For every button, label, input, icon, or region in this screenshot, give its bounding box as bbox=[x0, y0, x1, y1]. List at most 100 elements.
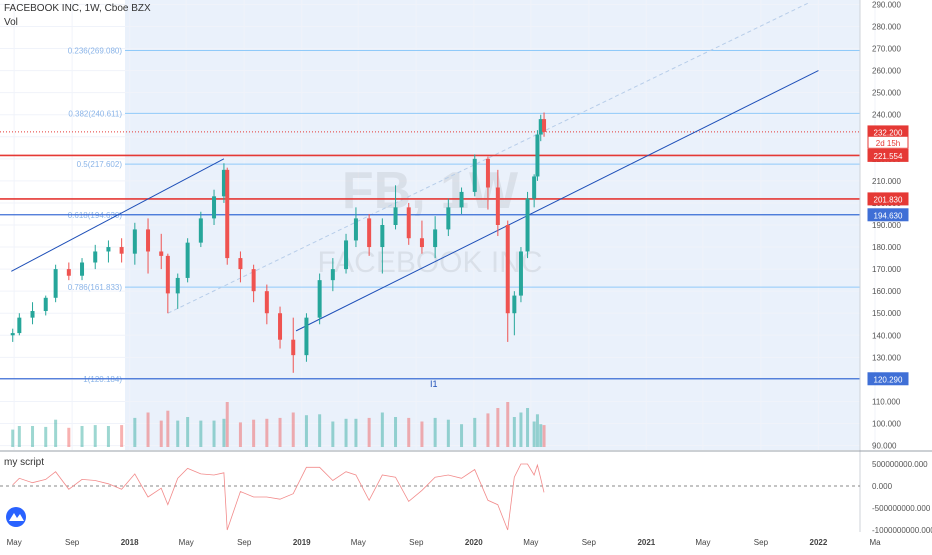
candle-body bbox=[330, 269, 335, 281]
y-tick-label: 240.000 bbox=[872, 111, 901, 120]
candle-body bbox=[43, 297, 48, 312]
indicator-tick-label: 500000000.000 bbox=[872, 460, 928, 469]
candle-body bbox=[495, 187, 500, 225]
fib-level-label: 1(120.184) bbox=[83, 375, 122, 384]
volume-bar bbox=[222, 418, 226, 447]
candle-body bbox=[159, 251, 164, 256]
y-tick-label: 270.000 bbox=[872, 45, 901, 54]
y-tick-label: 100.000 bbox=[872, 420, 901, 429]
candle-body bbox=[212, 196, 217, 219]
volume-bar bbox=[446, 419, 450, 447]
candle-body bbox=[93, 251, 98, 263]
y-tick-label: 90.000 bbox=[872, 442, 897, 451]
volume-bar bbox=[186, 417, 190, 447]
candle-body bbox=[225, 169, 230, 259]
volume-bar bbox=[54, 419, 58, 447]
candle-body bbox=[165, 255, 170, 294]
volume-bar bbox=[354, 418, 358, 447]
volume-bar bbox=[176, 420, 180, 447]
candle-body bbox=[505, 225, 510, 314]
volume-bar bbox=[291, 412, 295, 447]
y-tick-label: 110.000 bbox=[872, 397, 901, 406]
volume-bar bbox=[496, 408, 500, 447]
volume-bar bbox=[420, 421, 424, 447]
x-tick-label: 2020 bbox=[465, 538, 483, 547]
candle-body bbox=[80, 262, 85, 276]
volume-bar bbox=[106, 426, 110, 447]
x-tick-label: May bbox=[351, 538, 366, 547]
candle-body bbox=[53, 269, 58, 298]
y-tick-label: 260.000 bbox=[872, 67, 901, 76]
price-label-text: 201.830 bbox=[874, 195, 903, 204]
volume-bar bbox=[225, 402, 229, 447]
volume-bar bbox=[31, 426, 35, 447]
annotation-label[interactable]: I1 bbox=[430, 379, 438, 389]
candle-body bbox=[344, 240, 349, 270]
volume-bar bbox=[506, 402, 510, 447]
volume-bar bbox=[473, 417, 477, 447]
price-label-box bbox=[867, 135, 909, 149]
watermark-ticker: FB, 1W bbox=[342, 162, 519, 220]
price-label-text: 120.290 bbox=[874, 375, 903, 384]
candle-body bbox=[459, 191, 464, 208]
candle-body bbox=[175, 277, 180, 294]
candle-body bbox=[30, 311, 35, 318]
y-tick-label: 210.000 bbox=[872, 177, 901, 186]
candle-body bbox=[393, 207, 398, 225]
x-tick-label: Ma bbox=[869, 538, 881, 547]
volume-bar bbox=[460, 424, 464, 447]
y-tick-label: 280.000 bbox=[872, 22, 901, 31]
candle-body bbox=[485, 158, 490, 188]
fib-level-label: 0.382(240.611) bbox=[68, 109, 122, 118]
price-label-box bbox=[867, 372, 909, 386]
x-tick-label: May bbox=[7, 538, 22, 547]
volume-bar bbox=[159, 420, 163, 447]
candle-body bbox=[367, 218, 372, 248]
candle-body bbox=[472, 158, 477, 192]
y-tick-label: 180.000 bbox=[872, 243, 901, 252]
y-tick-label: 290.000 bbox=[872, 0, 901, 9]
volume-bar bbox=[486, 413, 490, 447]
volume-bar bbox=[407, 417, 411, 447]
price-label-text: 232.200 bbox=[874, 128, 903, 137]
candle-body bbox=[433, 229, 438, 248]
candle-body bbox=[66, 269, 71, 276]
volume-bar bbox=[331, 421, 335, 447]
price-label-text: 2d 15h bbox=[876, 139, 900, 148]
candle-body bbox=[185, 242, 190, 278]
indicator-legend[interactable]: my script bbox=[4, 457, 44, 468]
candle-body bbox=[518, 251, 523, 296]
volume-bar bbox=[394, 417, 398, 447]
y-tick-label: 250.000 bbox=[872, 89, 901, 98]
price-label-box bbox=[867, 192, 909, 206]
volume-bar bbox=[367, 417, 371, 447]
candle-body bbox=[535, 134, 540, 177]
price-label-text: 194.630 bbox=[874, 211, 903, 220]
price-label-text: 221.554 bbox=[874, 152, 903, 161]
x-tick-label: May bbox=[695, 538, 710, 547]
volume-bar bbox=[318, 414, 322, 447]
x-tick-label: May bbox=[523, 538, 538, 547]
candle-body bbox=[132, 229, 137, 254]
candle-body bbox=[538, 119, 543, 135]
fib-level-label: 0.236(269.080) bbox=[68, 47, 123, 56]
tradingview-logo-icon[interactable] bbox=[6, 507, 26, 527]
volume-bar bbox=[539, 424, 543, 447]
candle-body bbox=[221, 169, 226, 197]
candle-body bbox=[304, 317, 309, 356]
candle-body bbox=[198, 218, 203, 243]
candle-body bbox=[119, 247, 124, 254]
symbol-legend[interactable]: FACEBOOK INC, 1W, Cboe BZX bbox=[4, 3, 151, 14]
volume-legend[interactable]: Vol bbox=[4, 17, 18, 28]
y-tick-label: 150.000 bbox=[872, 309, 901, 318]
volume-bar bbox=[526, 408, 530, 447]
y-tick-label: 130.000 bbox=[872, 353, 901, 362]
x-tick-label: 2018 bbox=[121, 538, 139, 547]
volume-bar bbox=[93, 425, 97, 447]
indicator-tick-label: -500000000.000 bbox=[872, 504, 931, 513]
volume-bar bbox=[265, 418, 269, 447]
candle-body bbox=[146, 229, 151, 252]
candle-body bbox=[512, 295, 517, 314]
volume-bar bbox=[17, 426, 21, 447]
